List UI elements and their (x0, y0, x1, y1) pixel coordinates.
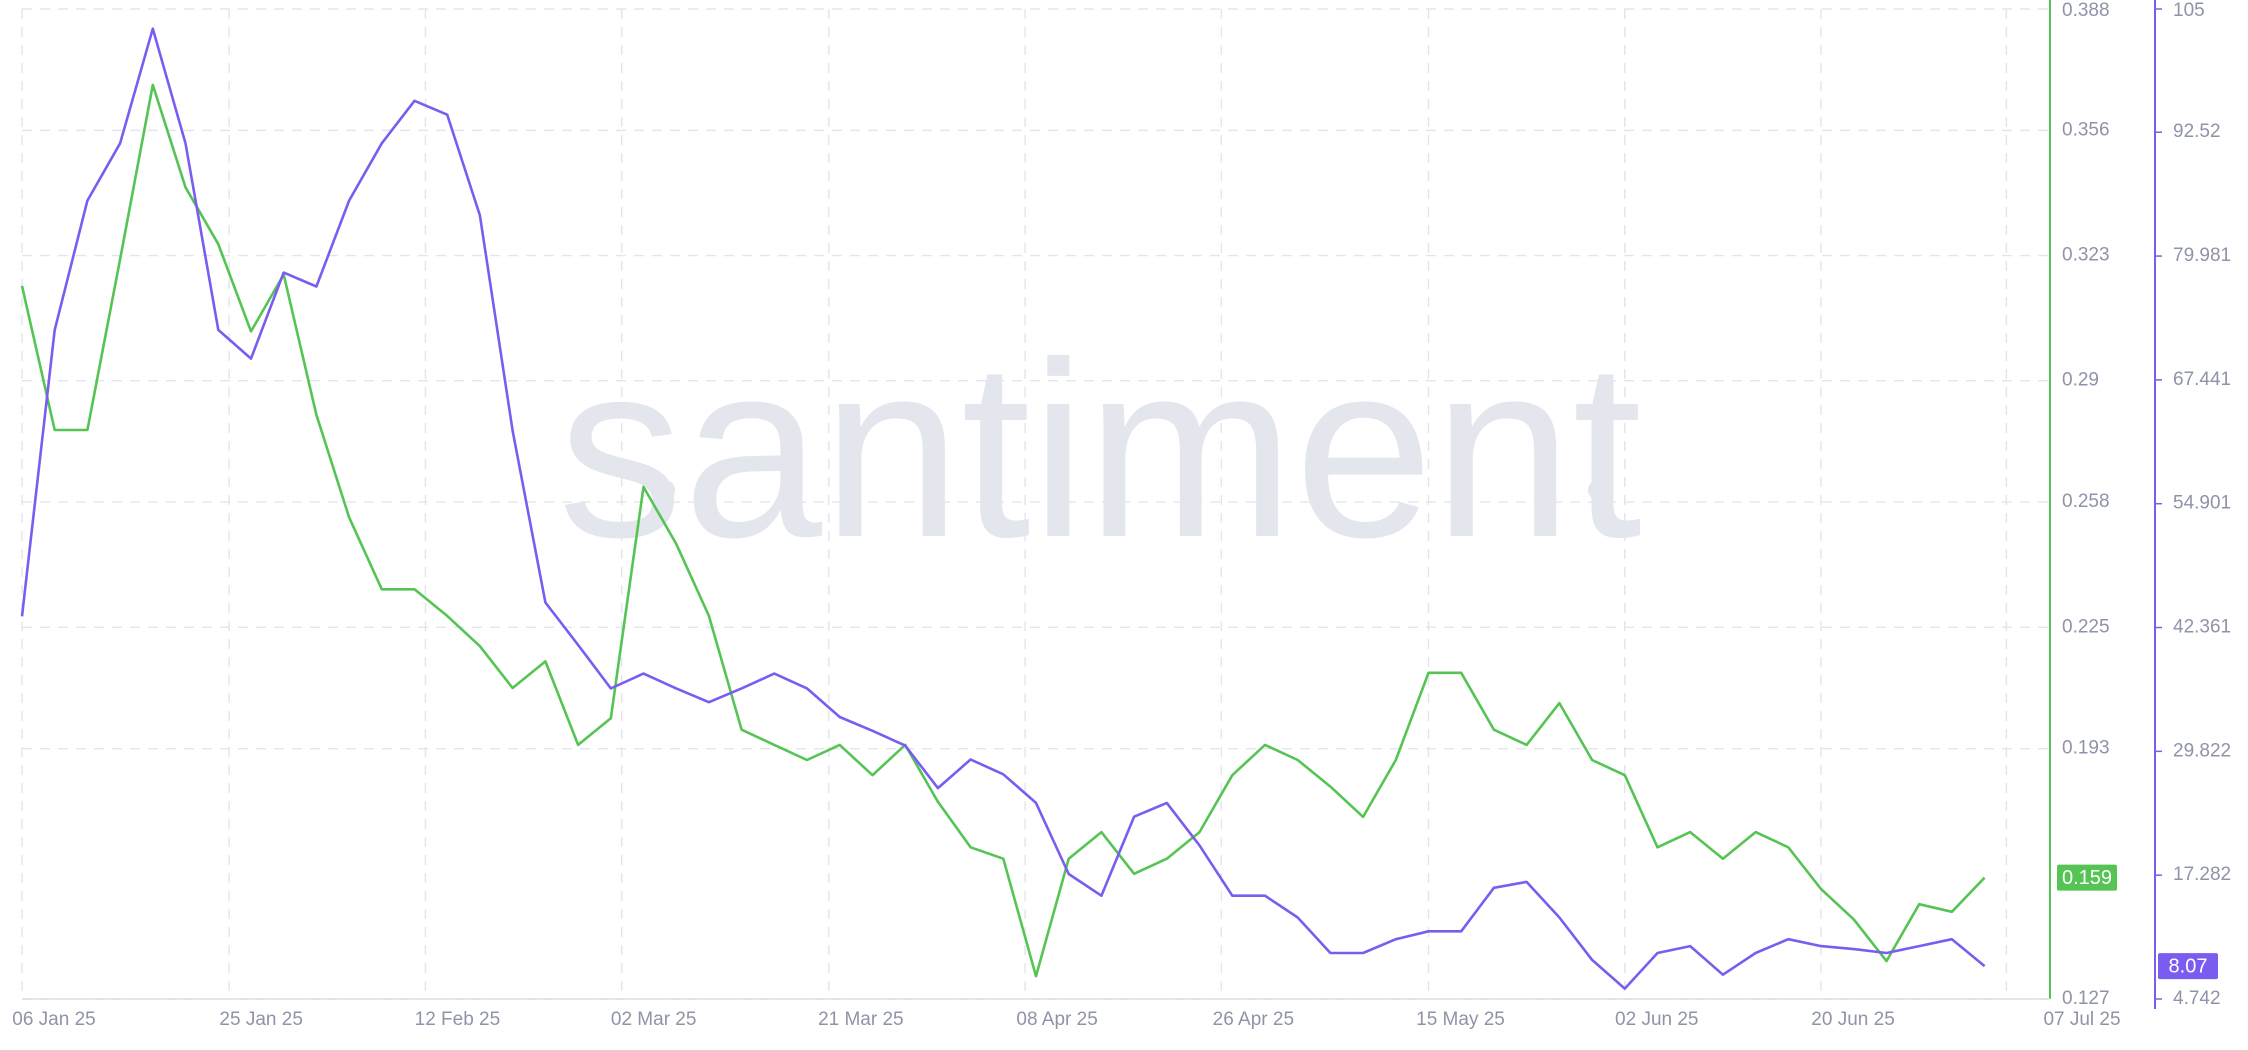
watermark-text: santiment (558, 310, 1642, 589)
x-tick-label: 06 Jan 25 (12, 1009, 95, 1030)
y2-tick-label: 54.901 (2173, 493, 2231, 514)
value-badge (2158, 953, 2218, 980)
watermark: santiment (558, 310, 1642, 589)
x-tick-label: 21 Mar 25 (818, 1009, 904, 1030)
y2-tick-label: 92.52 (2173, 121, 2221, 142)
value-badge-label: 0.159 (2062, 867, 2112, 889)
x-tick-label: 02 Jun 25 (1615, 1009, 1698, 1030)
y2-tick-label: 42.361 (2173, 617, 2231, 638)
y-tick-label: 0.323 (2062, 245, 2110, 266)
x-tick-label: 15 May 25 (1416, 1009, 1505, 1030)
value-badge-label: 8.07 (2169, 955, 2208, 977)
x-tick-label: 26 Apr 25 (1213, 1009, 1294, 1030)
x-tick-label: 08 Apr 25 (1016, 1009, 1097, 1030)
y2-tick-label: 29.822 (2173, 740, 2231, 761)
y2-tick-label: 4.742 (2173, 988, 2221, 1009)
y2-tick-label: 17.282 (2173, 864, 2231, 885)
x-tick-label: 07 Jul 25 (2043, 1009, 2120, 1030)
x-tick-label: 25 Jan 25 (219, 1009, 302, 1030)
x-tick-label: 20 Jun 25 (1811, 1009, 1894, 1030)
value-badge (2057, 864, 2117, 891)
watermark-dot (1588, 480, 1608, 500)
y2-tick-label: 67.441 (2173, 369, 2231, 390)
x-tick-label: 12 Feb 25 (415, 1009, 501, 1030)
y2-tick-label: 79.981 (2173, 245, 2231, 266)
y-tick-label: 0.29 (2062, 370, 2099, 391)
y-tick-label: 0.225 (2062, 616, 2110, 637)
series-line (20, 83, 1986, 978)
y2-tick-label: 105 (2173, 0, 2205, 21)
x-tick-label: 02 Mar 25 (611, 1009, 697, 1030)
watermark-dot (655, 480, 675, 500)
y-tick-label: 0.356 (2062, 119, 2110, 140)
series-line (20, 27, 1986, 990)
y-tick-label: 0.388 (2062, 0, 2110, 21)
y-tick-label: 0.127 (2062, 988, 2110, 1009)
y-tick-label: 0.258 (2062, 491, 2110, 512)
y-tick-label: 0.193 (2062, 738, 2110, 759)
